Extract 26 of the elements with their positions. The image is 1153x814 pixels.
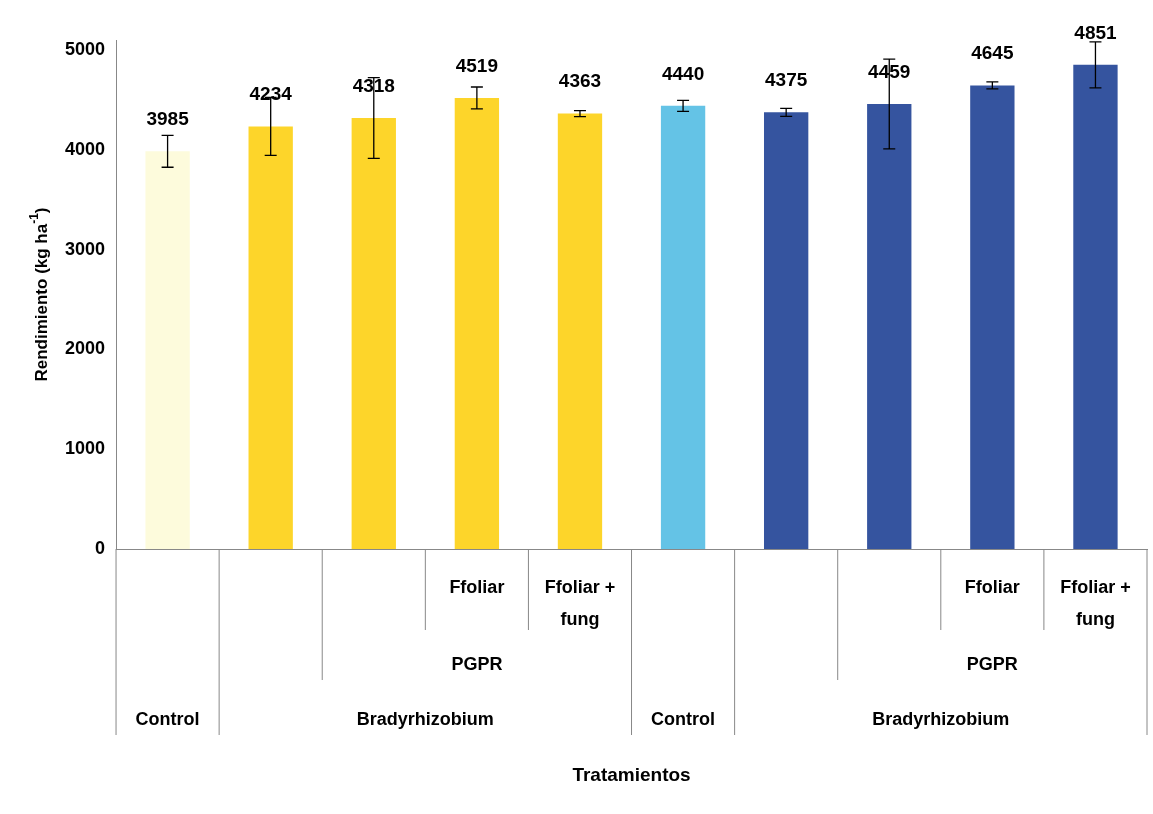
y-tick-label: 1000 — [65, 438, 106, 459]
y-tick-label: 5000 — [65, 38, 106, 59]
text: Bradyrhizobium — [356, 708, 494, 729]
data-label: 4440 — [661, 62, 705, 84]
text: Ffoliar — [964, 576, 1020, 597]
y-tick-label: 3000 — [65, 238, 106, 259]
y-tick-label: 4000 — [65, 138, 106, 159]
y-tick-label: 0 — [95, 537, 106, 558]
text: Control — [135, 708, 200, 729]
data-label: 4363 — [558, 70, 602, 92]
text: Tratamientos — [572, 764, 691, 786]
text: Ffoliar + fung — [544, 576, 616, 629]
text: Ffoliar — [449, 576, 505, 597]
data-label: 4851 — [1074, 21, 1118, 43]
data-label: 4375 — [765, 69, 808, 91]
y-tick-label: 2000 — [65, 338, 106, 359]
data-label: 3985 — [146, 108, 190, 130]
data-label: 4234 — [249, 83, 293, 105]
text: Ffoliar + fung — [1060, 576, 1131, 629]
text: Control — [651, 708, 716, 729]
text: PGPR — [451, 653, 503, 674]
data-label: 4645 — [971, 42, 1014, 64]
text: PGPR — [966, 653, 1018, 674]
data-label: 4519 — [455, 54, 499, 76]
y-axis-title: Rendimiento (kg ha-1) — [27, 207, 51, 382]
text: Bradyrhizobium — [872, 708, 1010, 729]
